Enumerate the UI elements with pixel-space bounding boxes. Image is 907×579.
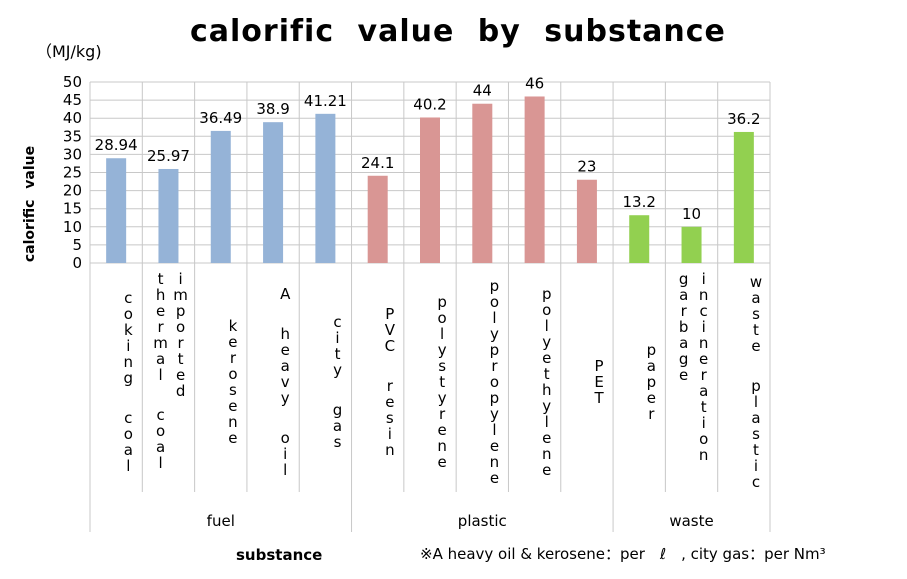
y-tick-label: 15 — [63, 200, 82, 218]
bar — [576, 179, 597, 263]
y-tick-label: 45 — [63, 91, 82, 109]
bar — [263, 122, 284, 263]
x-tick-label: kerosene — [223, 317, 242, 445]
bar — [524, 96, 545, 263]
x-tick-label: polystyrene — [433, 293, 452, 469]
y-tick-label: 30 — [63, 145, 82, 163]
value-label: 23 — [577, 158, 596, 176]
x-tick-label: waste plastic — [746, 273, 765, 489]
value-label: 36.49 — [199, 109, 242, 127]
y-tick-label: 40 — [63, 109, 82, 127]
value-label: 13.2 — [623, 193, 656, 211]
value-label: 36.2 — [727, 110, 760, 128]
y-tick-label: 25 — [63, 164, 82, 182]
value-label: 25.97 — [147, 147, 190, 165]
x-axis-label: substance — [236, 546, 323, 564]
bar — [733, 131, 754, 263]
bar — [472, 103, 493, 263]
x-tick-label: PVC resin — [380, 305, 399, 457]
group-label: waste — [669, 512, 713, 530]
x-tick-label: paper — [642, 341, 661, 421]
bar — [106, 158, 127, 263]
x-tick-label: polyethylene — [537, 285, 556, 477]
bar — [210, 130, 231, 263]
chart-title: calorific value by substance — [190, 14, 726, 49]
bar — [367, 175, 388, 263]
group-label: fuel — [207, 512, 235, 530]
value-label: 40.2 — [413, 95, 446, 113]
bar — [681, 226, 702, 263]
x-tick-label: coking coal — [119, 289, 138, 473]
group-label: plastic — [458, 512, 507, 530]
value-label: 44 — [473, 82, 492, 100]
x-tick-label: imported thermal coal — [151, 270, 190, 470]
y-tick-label: 50 — [63, 73, 82, 91]
value-label: 38.9 — [256, 100, 289, 118]
bar — [158, 168, 179, 263]
bar — [315, 113, 336, 264]
value-label: 46 — [525, 74, 544, 92]
x-tick-label: A heavy oil — [276, 285, 295, 477]
y-tick-label: 5 — [72, 236, 82, 254]
y-tick-label: 20 — [63, 182, 82, 200]
value-label: 24.1 — [361, 154, 394, 172]
bar — [420, 117, 440, 263]
unit-label: （MJ/kg) — [36, 42, 102, 61]
x-tick-label: city gas — [328, 313, 347, 449]
y-tick-label: 35 — [63, 127, 82, 145]
x-tick-label: PET — [590, 357, 609, 405]
footnote: ※A heavy oil & kerosene：per ℓ , city gas… — [420, 545, 826, 563]
y-tick-label: 0 — [72, 254, 82, 272]
value-label: 28.94 — [95, 136, 138, 154]
x-tick-label: incineration garbage — [674, 270, 713, 462]
bar — [629, 215, 650, 263]
y-tick-label: 10 — [63, 218, 82, 236]
value-label: 41.21 — [304, 92, 347, 110]
x-tick-label: polypropylene — [485, 277, 504, 485]
value-label: 10 — [682, 205, 701, 223]
